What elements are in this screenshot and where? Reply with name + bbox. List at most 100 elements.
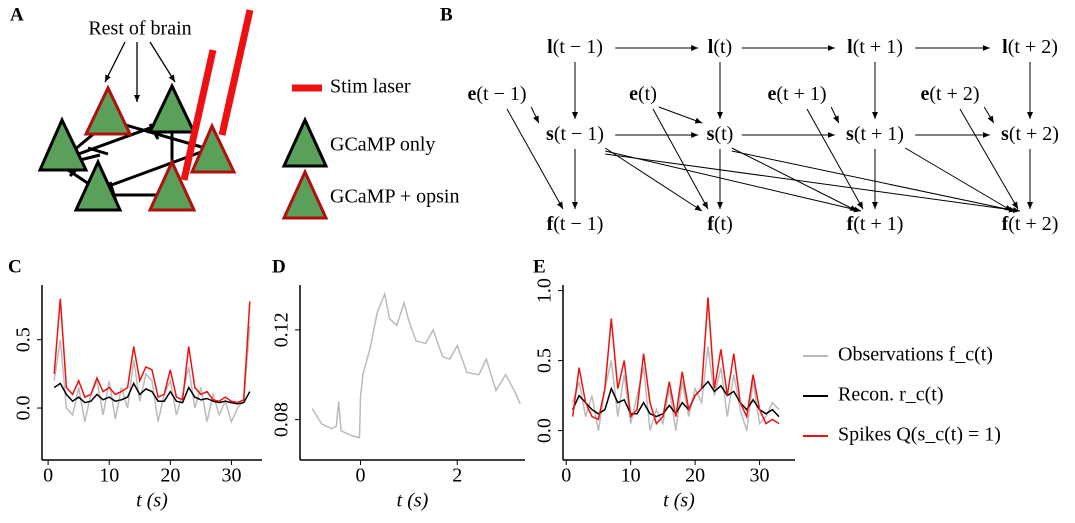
node-label: s(t + 1) (846, 123, 904, 145)
x-tick-label: 10 (99, 465, 119, 487)
x-tick-label: 30 (221, 465, 241, 487)
node-symbol: f (707, 213, 714, 235)
y-tick-label: 1.0 (534, 278, 556, 303)
series-line (53, 325, 251, 424)
circuit-diagram: Rest of brain Stim laser GCaMP only GCaM… (37, 9, 459, 220)
y-tick-label: 0.12 (271, 312, 293, 347)
node-label: l(t − 1) (547, 36, 603, 58)
node-label: s(t + 2) (1001, 123, 1059, 145)
node-label: f(t + 1) (847, 213, 904, 235)
legend-label: Observations f_c(t) (838, 344, 993, 366)
node-argument: (t + 2) (929, 83, 979, 105)
node-argument: (t − 1) (554, 123, 604, 145)
node-symbol: e (767, 83, 776, 105)
x-axis-label: t (s) (663, 490, 695, 512)
x-tick-label: 0 (43, 465, 53, 487)
x-axis-label: t (s) (136, 490, 168, 512)
edge (605, 150, 862, 213)
panel-label: D (272, 256, 286, 277)
node-symbol: e (920, 83, 929, 105)
node-argument: (t − 1) (553, 36, 603, 58)
node-label: f(t) (707, 213, 733, 235)
edge (652, 108, 709, 210)
node-symbol: s (846, 123, 854, 145)
node-argument: (t + 1) (776, 83, 826, 105)
node-symbol: s (1001, 123, 1009, 145)
legend-label: GCaMP + opsin (330, 186, 459, 208)
x-tick-label: 30 (750, 465, 770, 487)
legend-label: GCaMP only (330, 134, 435, 156)
x-tick-label: 10 (621, 465, 641, 487)
node-argument: (t) (714, 213, 733, 235)
node-label: f(t − 1) (547, 213, 604, 235)
edge (904, 147, 1013, 212)
node-argument: (t + 2) (1008, 36, 1058, 58)
node-label: l(t + 1) (847, 36, 903, 58)
y-tick-label: 0.0 (534, 418, 556, 443)
node-symbol: l (708, 36, 714, 58)
charts: 0 10 20 30 0.0 0.5 t (s) 0 2 0.08 0.12 t (s) 0 10 20 30… (13, 278, 1001, 511)
input-label: Rest of brain (88, 18, 191, 40)
node-label: s(t − 1) (546, 123, 604, 145)
node-label: e(t + 2) (920, 83, 979, 105)
node-label: f(t + 2) (1002, 213, 1059, 235)
node-argument: (t − 1) (553, 213, 603, 235)
node-label: l(t + 2) (1002, 36, 1058, 58)
edge (830, 106, 840, 124)
legend-label: Stim laser (330, 76, 411, 98)
legend-label: Recon. r_c(t) (838, 384, 944, 406)
legend-label: Spikes Q(s_c(t) = 1) (838, 424, 1001, 446)
node-symbol: f (847, 213, 854, 235)
node-label: s(t) (707, 123, 734, 145)
node-argument: (t + 2) (1008, 213, 1058, 235)
panel-label: B (440, 4, 453, 25)
panel-label: C (8, 256, 22, 277)
x-tick-label: 0 (355, 465, 365, 487)
x-tick-label: 20 (685, 465, 705, 487)
node-symbol: e (467, 83, 476, 105)
graphical-model: l(t − 1) l(t) l(t + 1) l(t + 2)e(t − 1) e(t)… (467, 36, 1059, 235)
node-argument: (t + 1) (854, 123, 904, 145)
edge (604, 147, 703, 212)
series-line (571, 346, 780, 431)
node-symbol: e (629, 83, 638, 105)
node-argument: (t) (714, 123, 733, 145)
node-argument: (t) (638, 83, 657, 105)
x-tick-label: 0 (561, 465, 571, 487)
node-label: l(t) (708, 36, 732, 58)
node-argument: (t + 2) (1009, 123, 1059, 145)
edge (731, 147, 858, 212)
node-symbol: l (547, 36, 553, 58)
node-label: e(t + 1) (767, 83, 826, 105)
node-argument: (t) (713, 36, 732, 58)
series-line (53, 381, 251, 405)
node-symbol: l (1002, 36, 1008, 58)
node-symbol: s (546, 123, 554, 145)
edge (506, 108, 564, 210)
series-line (311, 291, 521, 439)
y-tick-label: 0.0 (13, 396, 35, 421)
node-symbol: s (707, 123, 715, 145)
node-label: e(t − 1) (467, 83, 526, 105)
panel-label: E (533, 256, 546, 277)
series-line (53, 298, 251, 404)
edge (731, 150, 1017, 213)
panel-label: A (10, 4, 24, 25)
edge (806, 108, 864, 210)
y-tick-label: 0.5 (13, 327, 35, 352)
node-argument: (t + 1) (853, 36, 903, 58)
y-tick-label: 0.5 (534, 348, 556, 373)
node-symbol: f (547, 213, 554, 235)
series-line (571, 297, 780, 426)
edge (530, 106, 540, 124)
node-argument: (t − 1) (476, 83, 526, 105)
node-symbol: l (847, 36, 853, 58)
edge (605, 153, 1021, 214)
x-tick-label: 2 (452, 465, 462, 487)
y-tick-label: 0.08 (271, 402, 293, 437)
edge (658, 106, 703, 124)
edge (983, 106, 995, 124)
edge (959, 108, 1019, 210)
node-symbol: f (1002, 213, 1009, 235)
